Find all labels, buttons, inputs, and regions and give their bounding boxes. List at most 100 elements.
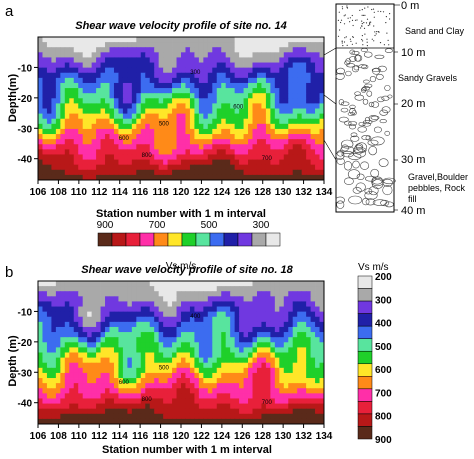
chart-b-cell [230,306,236,313]
chart-b-cell [158,311,164,318]
chart-b-cell [51,383,57,389]
chart-a-cell [38,128,43,135]
chart-a-cell [136,93,142,99]
chart-a-cell [306,82,311,89]
chart-a-cell [109,123,115,130]
chart-b-cell [306,418,311,425]
chart-a-cell [122,77,128,84]
chart-b-cell [78,378,84,384]
chart-b-cell [158,367,164,374]
chart-a-cell [167,103,173,109]
chart-a-cell [38,98,43,104]
chart-a-cell [42,67,48,74]
chart-a-cell [185,169,191,176]
chart-b-cell [73,372,79,379]
chart-b-cell [256,403,262,410]
chart-a-cell [78,144,84,150]
chart-b-cell [158,413,164,420]
chart-a-cell [69,149,75,155]
chart-a-cell [73,139,79,145]
chart-b-cell [158,342,164,348]
chart-b-cell [78,367,84,374]
chart-b-cell [181,383,186,389]
chart-a-cell [149,139,155,145]
chart-a-cell [91,134,97,140]
chart-a-cell [91,128,97,135]
chart-b-xtick-label: 110 [71,431,88,442]
chart-b-cell [212,362,218,369]
chart-a-cell [315,82,320,89]
chart-a-cell [105,88,110,94]
chart-b-cell [207,332,213,338]
chart-a-cell [234,113,240,120]
chart-a-cell [149,57,155,63]
chart-b-cell [310,383,316,389]
chart-a-cell [55,139,61,145]
chart-a-cell [234,123,240,130]
chart-a-cell [64,139,70,145]
chart-a-cell [136,37,142,43]
chart-b-cell [149,388,155,394]
chart-a-cell [69,164,75,171]
chart-b-cell [261,413,267,420]
chart-b-cell [248,326,253,333]
chart-a-cell [118,37,124,43]
chart-b-cell [225,352,231,359]
chart-b-cell [248,311,253,318]
chart-b-cell [51,337,57,343]
chart-b-cell [270,413,276,420]
chart-a-cell [172,108,177,115]
chart-a-cell [194,144,200,150]
chart-a-cell [256,159,262,166]
chart-a-cell [301,139,307,145]
chart-b-cell [60,418,66,425]
chart-b-cell [118,372,124,379]
chart-a-cell [105,103,110,109]
chart-b-cell [306,296,311,302]
chart-a-cell [60,72,66,79]
chart-b-cell [100,316,106,323]
chart-b-cell [301,388,307,394]
chart-b-cell [38,321,43,328]
chart-a-cell [297,134,303,140]
chart-b-cell [149,372,155,379]
chart-a-cell [109,103,115,109]
chart-b-cell [207,286,213,292]
chart-a-cell [167,108,173,115]
chart-b-cell [234,296,240,302]
chart-a-cell [172,67,177,74]
chart-a-cell [297,159,303,166]
chart-a-xtick-label: 134 [316,187,333,198]
chart-a-cell [194,103,200,109]
chart-a-cell [140,108,146,115]
chart-b-cell [46,291,52,297]
chart-b-cell [265,352,271,359]
chart-a-cell [216,93,222,99]
chart-a-cell [243,93,249,99]
chart-b-cell [194,296,200,302]
chart-a-cell [122,103,128,109]
chart-b-cell [221,408,227,415]
chart-a-cell [105,37,110,43]
chart-a-cell [288,139,294,145]
chart-b-cell [203,393,209,399]
chart-a-cell [91,37,97,43]
gravel-pebble [361,197,370,206]
chart-a-cell [136,108,142,115]
chart-a-cell [82,62,88,69]
chart-b-cell [131,367,137,374]
chart-b-cell [96,316,101,323]
chart-a-cell [167,134,173,140]
chart-a-cell [82,139,88,145]
chart-a-cell [225,154,231,160]
chart-b-cell [256,296,262,302]
chart-a-cell [38,103,43,109]
sand-grain [351,43,353,45]
chart-b-cell [46,316,52,323]
chart-a-cell [256,37,262,43]
chart-b-cell [113,362,119,369]
chart-b-cell [261,393,267,399]
chart-a-cell [64,93,70,99]
chart-b-cell [51,306,57,313]
chart-a-cell [207,88,213,94]
